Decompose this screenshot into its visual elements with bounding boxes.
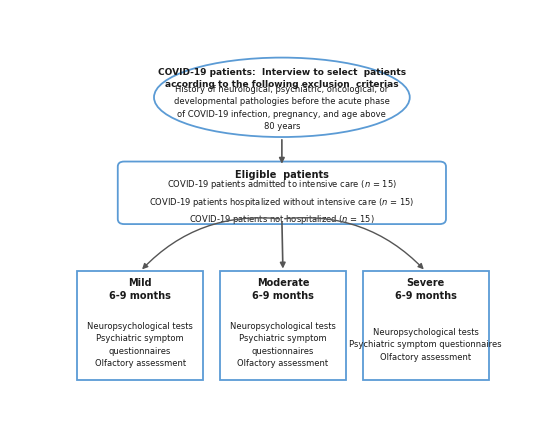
FancyBboxPatch shape (77, 272, 203, 380)
Text: History of neurological, psychiatric, oncological, or
developmental pathologies : History of neurological, psychiatric, on… (174, 85, 390, 131)
Text: Eligible  patients: Eligible patients (235, 170, 329, 180)
Text: COVID-19 patients admitted to intensive care ($n$ = 15)
COVID-19 patients hospit: COVID-19 patients admitted to intensive … (149, 178, 415, 226)
FancyBboxPatch shape (363, 272, 488, 380)
Text: Neuropsychological tests
Psychiatric symptom
questionnaires
Olfactory assessment: Neuropsychological tests Psychiatric sym… (230, 321, 336, 367)
Text: Neuropsychological tests
Psychiatric symptom
questionnaires
Olfactory assessment: Neuropsychological tests Psychiatric sym… (87, 321, 193, 367)
Text: Mild
6-9 months: Mild 6-9 months (109, 277, 171, 300)
FancyBboxPatch shape (220, 272, 346, 380)
Text: Moderate
6-9 months: Moderate 6-9 months (252, 277, 314, 300)
Text: Severe
6-9 months: Severe 6-9 months (395, 277, 456, 300)
Text: COVID-19 patients:  Interview to select  patients
according to the following exc: COVID-19 patients: Interview to select p… (158, 68, 406, 89)
Ellipse shape (154, 58, 410, 138)
Text: Neuropsychological tests
Psychiatric symptom questionnaires
Olfactory assessment: Neuropsychological tests Psychiatric sym… (349, 327, 502, 361)
FancyBboxPatch shape (118, 162, 446, 225)
